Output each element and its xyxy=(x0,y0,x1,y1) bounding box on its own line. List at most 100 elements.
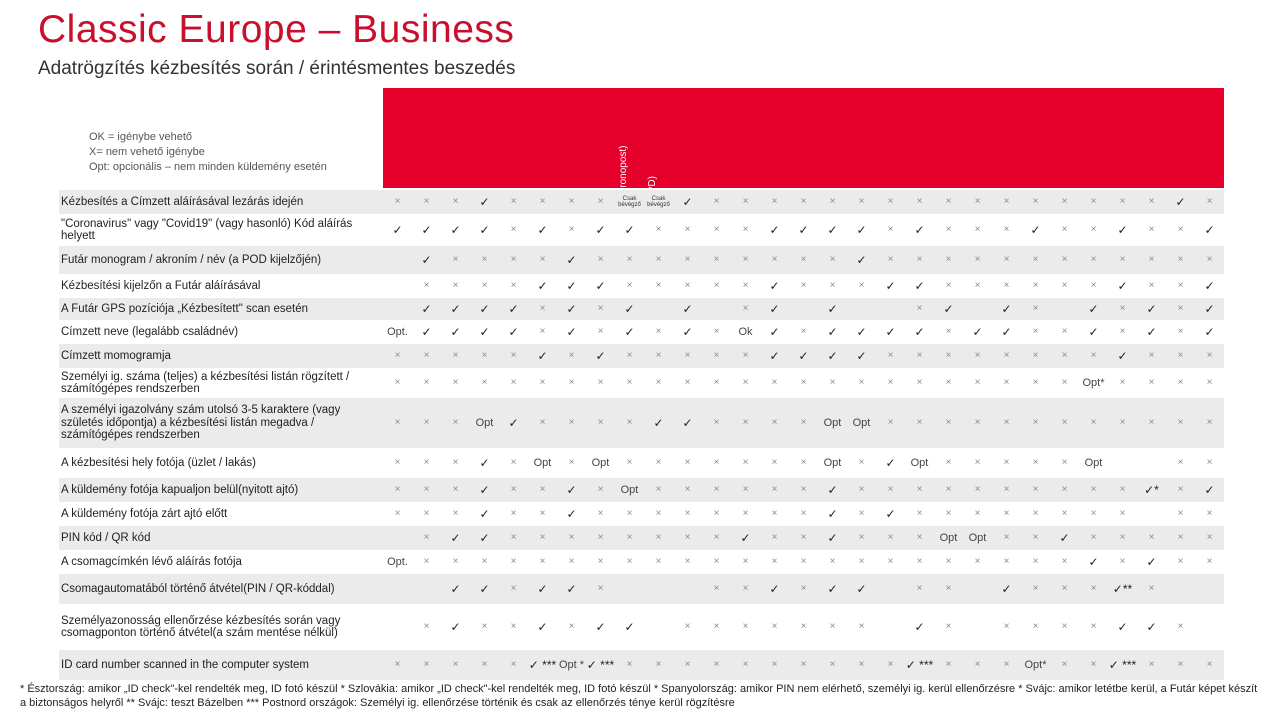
table-cell: × xyxy=(452,457,459,468)
table-cell xyxy=(1050,298,1079,320)
country-header-14: Olaszország xyxy=(789,88,818,270)
table-cell: × xyxy=(887,254,894,265)
table-cell: × xyxy=(1032,303,1039,314)
table-cell: × xyxy=(423,417,430,428)
table-cell: × xyxy=(713,484,720,495)
legend-ok: OK = igénybe vehető xyxy=(89,131,193,143)
table-cell xyxy=(1166,574,1195,604)
table-cell: × xyxy=(1003,532,1010,543)
table-cell: × xyxy=(771,377,778,388)
table-cell: ✓ xyxy=(479,507,490,521)
table-cell: × xyxy=(510,659,517,670)
table-cell: × xyxy=(394,417,401,428)
table-cell: ✓ xyxy=(914,325,925,339)
table-cell: × xyxy=(1003,621,1010,632)
table-cell: × xyxy=(887,196,894,207)
table-cell: × xyxy=(626,417,633,428)
table-cell: × xyxy=(568,350,575,361)
table-cell: × xyxy=(800,532,807,543)
table-cell: Opt xyxy=(852,417,871,429)
table-cell xyxy=(876,298,905,320)
country-header-18: Norvégia xyxy=(905,88,934,270)
row-label: PIN kód / QR kód xyxy=(61,531,151,544)
table-cell: × xyxy=(655,254,662,265)
table-cell: ✓ xyxy=(624,325,635,339)
table-cell: ✓ xyxy=(508,302,519,316)
table-cell: Opt xyxy=(823,417,842,429)
table-row: A csomagcímkén lévő aláírás fotója Opt. × ×… xyxy=(59,550,1224,574)
table-cell: × xyxy=(1148,280,1155,291)
table-cell: Opt xyxy=(1084,457,1103,469)
row-label: Futár monogram / akroním / név (a POD ki… xyxy=(61,253,322,266)
table-row: Kézbesítés a Címzett aláírásával lezárás… xyxy=(59,190,1224,214)
country-header-12: Magyarország xyxy=(731,88,760,270)
table-row: A küldemény fotója kapualjon belül(nyito… xyxy=(59,478,1224,502)
table-cell: × xyxy=(1032,377,1039,388)
table-cell: × xyxy=(597,556,604,567)
table-cell xyxy=(847,298,876,320)
table-cell: ✓ xyxy=(1146,555,1157,569)
table-cell: ✓* xyxy=(1144,483,1159,497)
table-cell: × xyxy=(1206,556,1213,567)
table-cell: ✓ xyxy=(479,456,490,470)
table-cell: × xyxy=(1177,280,1184,291)
table-cell xyxy=(644,298,673,320)
table-cell: × xyxy=(742,417,749,428)
table-cell: × xyxy=(1148,659,1155,670)
table-cell: × xyxy=(974,377,981,388)
table-cell: × xyxy=(974,484,981,495)
table-cell: × xyxy=(1003,484,1010,495)
table-cell: × xyxy=(510,484,517,495)
country-header-19: Lengyelország xyxy=(934,88,963,270)
table-cell xyxy=(702,298,731,320)
table-cell: ✓ xyxy=(508,325,519,339)
table-cell: × xyxy=(510,196,517,207)
table-cell: × xyxy=(771,457,778,468)
table-cell: × xyxy=(858,377,865,388)
table-cell: × xyxy=(945,377,952,388)
table-cell: × xyxy=(1148,583,1155,594)
table-cell: × xyxy=(539,196,546,207)
table-cell: × xyxy=(945,224,952,235)
table-cell: × xyxy=(800,583,807,594)
table-cell: × xyxy=(945,484,952,495)
table-cell xyxy=(383,274,412,298)
table-cell: ✓ xyxy=(624,620,635,634)
table-cell: × xyxy=(1119,417,1126,428)
table-cell: ✓ xyxy=(885,507,896,521)
table-cell: × xyxy=(655,532,662,543)
table-cell: × xyxy=(858,621,865,632)
table-cell: ✓ xyxy=(421,302,432,316)
table-cell: × xyxy=(1177,532,1184,543)
row-label: A csomagcímkén lévő aláírás fotója xyxy=(61,555,242,568)
table-cell: × xyxy=(1032,350,1039,361)
table-cell: × xyxy=(1003,196,1010,207)
table-cell: × xyxy=(1032,484,1039,495)
table-cell: ✓ xyxy=(537,620,548,634)
table-cell: × xyxy=(742,303,749,314)
table-cell: × xyxy=(945,508,952,519)
table-cell: ✓ xyxy=(537,279,548,293)
table-cell: × xyxy=(1003,350,1010,361)
table-cell: ✓ xyxy=(508,416,519,430)
table-cell: × xyxy=(1090,224,1097,235)
table-cell: Opt xyxy=(968,532,987,544)
country-header-6: Észtország xyxy=(557,88,586,270)
table-cell: × xyxy=(394,659,401,670)
table-cell: × xyxy=(1177,659,1184,670)
country-header-9: Franciaország (DPD) xyxy=(644,88,673,270)
table-cell: Ok xyxy=(738,326,753,338)
table-cell: × xyxy=(1206,417,1213,428)
country-header: AusztriaFehéroroszországBulgáriaHorvátor… xyxy=(383,88,1224,270)
row-label: Csomagautomatából történő átvétel(PIN / … xyxy=(61,582,335,595)
table-cell: × xyxy=(800,659,807,670)
table-cell: × xyxy=(771,556,778,567)
table-cell: × xyxy=(1061,224,1068,235)
table-cell: × xyxy=(452,659,459,670)
table-cell: × xyxy=(771,659,778,670)
table-cell: × xyxy=(510,621,517,632)
table-cell: × xyxy=(887,377,894,388)
table-cell: × xyxy=(1177,457,1184,468)
country-header-16: Litvánia xyxy=(847,88,876,270)
table-cell: × xyxy=(1177,621,1184,632)
